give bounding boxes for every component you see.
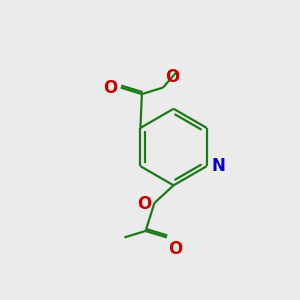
Text: O: O — [165, 68, 180, 86]
Text: O: O — [168, 240, 182, 258]
Text: O: O — [103, 79, 117, 97]
Text: N: N — [212, 157, 226, 175]
Text: O: O — [137, 195, 152, 213]
